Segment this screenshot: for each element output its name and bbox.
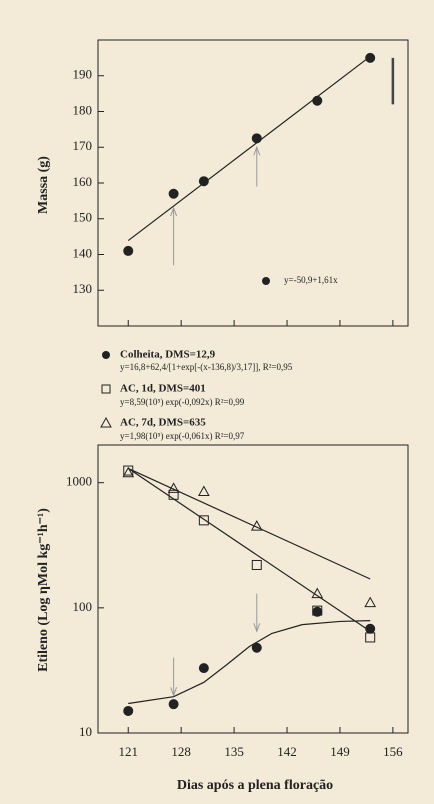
legend-label: AC, 1d, DMS=401 xyxy=(120,383,206,395)
y-tick-label: 10 xyxy=(79,724,92,739)
x-tick-label: 142 xyxy=(277,744,297,759)
legend-marker xyxy=(102,351,110,359)
point xyxy=(312,95,323,106)
point xyxy=(250,520,263,531)
legend-equation: y=16,8+62,4/[1+exp[-(x-136,8)/3,17]], R²… xyxy=(120,362,293,372)
x-tick-label: 156 xyxy=(383,744,403,759)
plot-frame xyxy=(97,444,409,734)
point xyxy=(198,485,210,497)
y-axis-label: Massa (g) xyxy=(36,156,51,214)
legend-label: Colheita, DMS=12,9 xyxy=(120,349,216,361)
fit-line xyxy=(127,55,371,242)
x-axis-label: Dias após a plena floração xyxy=(177,778,333,793)
y-tick-label: 150 xyxy=(73,210,93,225)
plot-frame xyxy=(97,39,409,327)
arrow-head xyxy=(253,623,261,633)
point xyxy=(365,632,376,643)
annotation: y=-50,9+1,61x xyxy=(284,275,338,285)
point xyxy=(168,699,179,710)
x-tick-label: 135 xyxy=(224,744,244,759)
point xyxy=(198,176,209,187)
point xyxy=(167,482,180,493)
y-tick-label: 1000 xyxy=(66,474,92,489)
point xyxy=(251,133,262,144)
point xyxy=(364,596,377,608)
x-tick-label: 121 xyxy=(118,744,138,759)
point xyxy=(168,489,179,500)
y-tick-label: 130 xyxy=(73,281,93,296)
legend-label: AC, 7d, DMS=635 xyxy=(120,417,206,429)
arrow-head xyxy=(170,206,178,217)
y-tick-label: 170 xyxy=(73,138,93,153)
legend-marker xyxy=(262,277,270,285)
point xyxy=(168,188,179,199)
y-tick-label: 190 xyxy=(73,67,93,82)
point xyxy=(123,245,134,256)
y-tick-label: 180 xyxy=(73,102,93,117)
point xyxy=(122,466,135,478)
fit-line xyxy=(127,467,371,580)
y-tick-label: 160 xyxy=(73,174,93,189)
legend-equation: y=1,98(10⁵) exp(-0,061x) R²=0,97 xyxy=(120,431,245,441)
legend-marker xyxy=(100,416,112,428)
point xyxy=(123,705,134,716)
point xyxy=(251,559,262,570)
point xyxy=(198,515,209,526)
point xyxy=(311,587,324,599)
arrow-head xyxy=(170,687,178,697)
fit-line xyxy=(127,467,371,632)
arrow-head xyxy=(253,145,261,156)
point xyxy=(365,52,376,63)
fit-line xyxy=(128,620,371,705)
y-axis-label: Etileno (Log ηMol kg⁻¹h⁻¹) xyxy=(36,508,51,672)
point xyxy=(312,605,323,616)
x-tick-label: 128 xyxy=(171,744,191,759)
legend-marker xyxy=(101,384,111,394)
y-tick-label: 100 xyxy=(73,599,93,614)
point xyxy=(198,663,209,674)
point xyxy=(251,642,262,653)
y-tick-label: 140 xyxy=(73,245,93,260)
x-tick-label: 149 xyxy=(330,744,350,759)
legend-equation: y=8,59(10⁵) exp(-0,092x) R²=0,99 xyxy=(120,397,245,407)
